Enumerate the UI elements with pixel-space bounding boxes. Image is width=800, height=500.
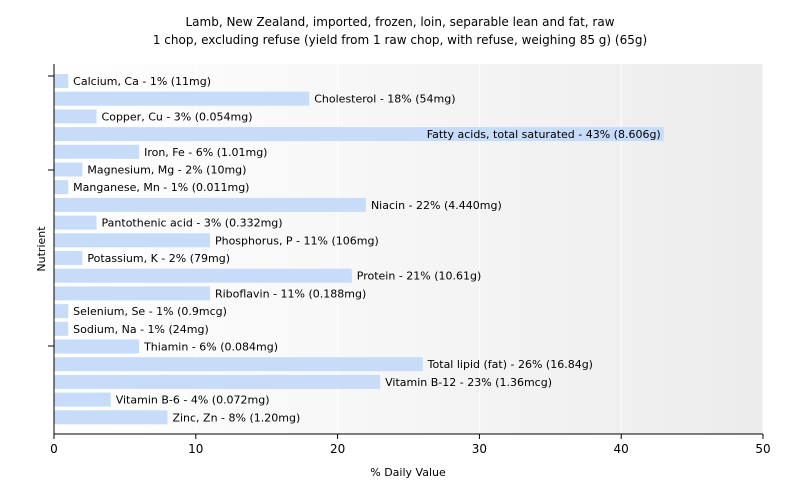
bar [54, 74, 69, 88]
bar [54, 392, 111, 407]
bar [54, 357, 423, 372]
bar-label: Sodium, Na - 1% (24mg) [73, 323, 209, 336]
bar [54, 286, 210, 301]
x-axis-title: % Daily Value [370, 466, 446, 479]
bar-label: Copper, Cu - 3% (0.054mg) [102, 110, 253, 123]
bar-label: Manganese, Mn - 1% (0.011mg) [73, 181, 249, 194]
x-tick-label: 30 [472, 442, 487, 456]
bar-label: Calcium, Ca - 1% (11mg) [73, 75, 211, 88]
x-tick-label: 20 [330, 442, 345, 456]
bar [54, 321, 69, 336]
chart-subtitle: 1 chop, excluding refuse (yield from 1 r… [153, 33, 647, 47]
bar-label: Protein - 21% (10.61g) [357, 270, 482, 283]
bar-label: Vitamin B-12 - 23% (1.36mcg) [385, 376, 552, 389]
bar [54, 251, 83, 265]
bar [54, 127, 664, 142]
gridlines [195, 64, 764, 434]
bar-label: Pantothenic acid - 3% (0.332mg) [102, 217, 283, 230]
bar [54, 197, 366, 212]
bar [54, 233, 210, 248]
bar-label: Fatty acids, total saturated - 43% (8.60… [427, 128, 661, 141]
bar [54, 144, 140, 159]
bar-label: Thiamin - 6% (0.084mg) [143, 341, 278, 354]
x-tick-label: 40 [614, 442, 629, 456]
x-tick-label: 10 [188, 442, 203, 456]
bar [54, 162, 83, 177]
y-axis-title: Nutrient [35, 226, 48, 272]
x-ticks: 0 10 20 30 40 50 [50, 434, 771, 456]
bar-label: Iron, Fe - 6% (1.01mg) [144, 146, 267, 159]
bar-label: Zinc, Zn - 8% (1.20mg) [172, 411, 300, 424]
x-tick-label: 50 [755, 442, 770, 456]
bar [54, 215, 97, 230]
bar [54, 268, 352, 283]
bar [54, 410, 168, 425]
bar [54, 180, 69, 195]
bar [54, 339, 140, 354]
bar [54, 109, 97, 124]
bar-label: Total lipid (fat) - 26% (16.84g) [427, 358, 593, 371]
bar [54, 304, 69, 319]
bar-label: Cholesterol - 18% (54mg) [314, 93, 455, 106]
bars: Calcium, Ca - 1% (11mg) Cholesterol - 18%… [54, 74, 664, 425]
bar-label: Niacin - 22% (4.440mg) [371, 199, 502, 212]
bar [54, 91, 310, 106]
chart-title: Lamb, New Zealand, imported, frozen, loi… [185, 15, 614, 29]
x-tick-label: 0 [50, 442, 58, 456]
axes [48, 64, 763, 435]
plot-background [54, 64, 763, 434]
bar-label: Phosphorus, P - 11% (106mg) [215, 234, 379, 247]
bar-label: Magnesium, Mg - 2% (10mg) [87, 164, 246, 177]
bar [54, 374, 381, 389]
bar-label: Potassium, K - 2% (79mg) [87, 252, 230, 265]
bar-label: Vitamin B-6 - 4% (0.072mg) [116, 394, 270, 407]
bar-label: Selenium, Se - 1% (0.9mcg) [73, 305, 227, 318]
bar-label: Riboflavin - 11% (0.188mg) [215, 287, 366, 300]
